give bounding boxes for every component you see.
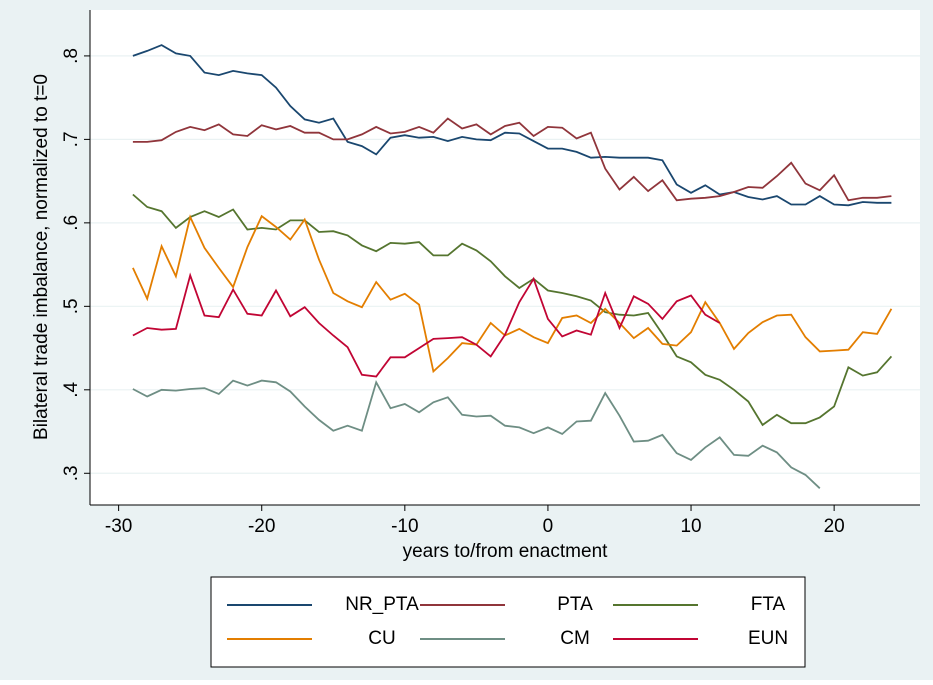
legend-label: CU	[368, 628, 395, 649]
series-line	[132, 379, 821, 489]
series-line	[132, 44, 892, 207]
y-tick-label: .6	[61, 215, 82, 231]
series-line	[132, 193, 893, 427]
x-tick-label: -10	[391, 516, 418, 537]
legend-label: CM	[560, 628, 590, 649]
y-tick-label: .3	[61, 465, 82, 481]
x-tick-label: 0	[543, 516, 554, 537]
y-tick-label: .7	[61, 131, 82, 147]
legend	[210, 576, 806, 668]
y-tick-label: .8	[61, 48, 82, 64]
y-tick-label: .5	[61, 298, 82, 314]
series-line	[132, 272, 721, 378]
series-line	[132, 214, 893, 374]
x-tick-label: -30	[105, 516, 132, 537]
x-tick-label: -20	[248, 516, 275, 537]
plot-area	[90, 10, 920, 505]
legend-label: PTA	[557, 594, 593, 615]
y-axis-title: Bilateral trade imbalance, normalized to…	[31, 74, 52, 440]
series-line	[132, 117, 892, 202]
legend-label: NR_PTA	[345, 594, 419, 615]
legend-label: FTA	[751, 594, 786, 615]
x-axis-title: years to/from enactment	[403, 541, 609, 562]
x-tick-label: 10	[680, 516, 701, 537]
y-tick-label: .4	[61, 381, 82, 397]
legend-label: EUN	[748, 628, 788, 649]
x-tick-label: 20	[824, 516, 845, 537]
